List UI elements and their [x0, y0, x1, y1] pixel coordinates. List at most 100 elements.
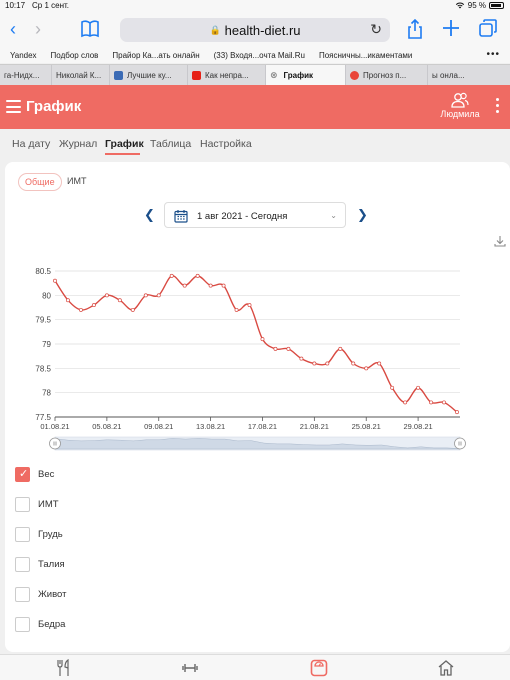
checkbox-box[interactable] — [15, 587, 30, 602]
x-tick-label: 09.08.21 — [144, 422, 173, 431]
data-point — [156, 293, 161, 298]
bookmark-item[interactable]: (33) Входя...очта Mail.Ru — [213, 50, 305, 60]
bookmark-item[interactable]: Прайор Ка...ать онлайн — [112, 50, 200, 60]
data-point — [416, 385, 421, 390]
y-tick-label: 78 — [42, 389, 51, 398]
checkbox-taliya[interactable]: Талия — [15, 557, 165, 573]
y-tick-label: 80.5 — [35, 267, 51, 276]
checkbox-ves[interactable]: Вес — [15, 467, 165, 483]
bookmark-item[interactable]: Подбор слов — [50, 50, 99, 60]
chart-card: Общие ИМТ ❮ 1 авг 2021 - Сегодня ⌄ ❯ 77.… — [5, 162, 510, 652]
checkbox-label: Живот — [38, 589, 67, 600]
tab-label: ы онла... — [432, 71, 465, 80]
checkbox-box[interactable] — [15, 557, 30, 572]
data-point — [91, 303, 96, 308]
tab-label: га-Нидх... — [4, 71, 40, 80]
y-tick-label: 78.5 — [35, 364, 51, 373]
home-icon[interactable] — [437, 659, 455, 677]
close-tab-icon[interactable]: ⊗ — [270, 70, 278, 80]
data-point — [390, 385, 395, 390]
data-point — [429, 400, 434, 405]
bookmarks-book-icon[interactable] — [80, 20, 100, 38]
tab-label: График — [283, 71, 314, 80]
status-date: Ср 1 сент. — [32, 1, 69, 10]
checkbox-label: Бедра — [38, 619, 66, 630]
zoom-slider-preview — [54, 438, 461, 450]
tab-nastroyka[interactable]: Настройка — [200, 138, 252, 150]
checkbox-label: Грудь — [38, 529, 63, 540]
browser-tab[interactable]: ы онла... — [428, 65, 490, 86]
share-icon[interactable] — [407, 19, 423, 39]
checkbox-imt[interactable]: ИМТ — [15, 497, 165, 513]
data-point — [117, 298, 122, 303]
tab-label: Прогноз п... — [363, 71, 407, 80]
address-bar[interactable]: 🔒 health-diet.ru ↻ — [120, 18, 390, 42]
checkbox-box[interactable] — [15, 467, 30, 482]
chevron-left-icon[interactable]: ❮ — [144, 207, 155, 222]
date-range-select[interactable]: 1 авг 2021 - Сегодня ⌄ — [164, 202, 346, 228]
data-point — [299, 356, 304, 361]
data-point — [338, 346, 343, 351]
browser-tab-active[interactable]: ⊗ График — [266, 65, 346, 86]
browser-tabs: га-Нидх... Николай К... Лучшие ку... Как… — [0, 64, 510, 86]
browser-tab[interactable]: Николай К... — [52, 65, 110, 86]
scales-weight-icon[interactable] — [310, 659, 328, 677]
tab-tablitsa[interactable]: Таблица — [150, 138, 192, 150]
more-options-icon[interactable] — [496, 98, 500, 116]
zoom-handle-right-grip-icon — [458, 441, 462, 446]
more-bookmarks-icon[interactable]: ••• — [486, 49, 500, 60]
zoom-handle-right[interactable] — [454, 437, 466, 450]
checkbox-zhivot[interactable]: Живот — [15, 587, 165, 603]
tab-na-datu[interactable]: На дату — [12, 138, 51, 150]
tabs-overview-icon[interactable] — [479, 19, 497, 37]
browser-tab[interactable]: га-Нидх... — [0, 65, 52, 86]
data-point — [273, 346, 278, 351]
bookmark-item[interactable]: Поясничны...икаментами — [318, 50, 413, 60]
back-icon[interactable]: ‹ — [10, 19, 16, 39]
checkbox-box[interactable] — [15, 617, 30, 632]
user-name: Людмила — [440, 109, 480, 119]
chevron-right-icon[interactable]: ❯ — [357, 207, 368, 222]
filter-chip-imt[interactable]: ИМТ — [67, 176, 87, 186]
tab-grafik[interactable]: График — [105, 138, 144, 150]
data-point — [66, 298, 70, 303]
zoom-handle-left[interactable] — [49, 437, 61, 450]
fitness-dumbbell-icon[interactable] — [181, 661, 199, 675]
checkbox-box[interactable] — [15, 527, 30, 542]
user-account-button[interactable]: Людмила — [440, 92, 480, 119]
data-point — [234, 307, 239, 312]
checkbox-label: Талия — [38, 559, 65, 570]
lock-icon: 🔒 — [209, 24, 221, 35]
reload-icon[interactable]: ↻ — [370, 21, 382, 37]
download-icon[interactable] — [494, 235, 506, 247]
menu-hamburger-icon[interactable] — [6, 100, 21, 113]
zoom-slider[interactable] — [49, 436, 466, 451]
checkbox-box[interactable] — [15, 497, 30, 512]
diet-utensils-icon[interactable] — [55, 659, 73, 677]
status-bar: 10:17 Ср 1 сент. 95 % — [0, 0, 510, 13]
new-tab-plus-icon[interactable] — [442, 19, 460, 37]
checkbox-grud[interactable]: Грудь — [15, 527, 165, 543]
youtube-favicon-icon — [192, 71, 201, 80]
browser-tab[interactable]: Как непра... — [188, 65, 266, 86]
data-point — [260, 337, 265, 342]
filter-chip-obshchie[interactable]: Общие — [18, 173, 62, 191]
data-point — [182, 283, 187, 288]
y-tick-label: 79.5 — [35, 316, 51, 325]
tab-label: Лучшие ку... — [127, 71, 172, 80]
y-tick-label: 77.5 — [35, 413, 51, 422]
forward-icon[interactable]: › — [35, 19, 41, 39]
status-time: 10:17 — [5, 1, 26, 10]
tab-zhurnal[interactable]: Журнал — [59, 138, 98, 150]
browser-tab[interactable]: Лучшие ку... — [110, 65, 188, 86]
bookmark-item[interactable]: Yandex — [10, 50, 37, 60]
browser-tab[interactable]: Прогноз п... — [346, 65, 428, 86]
checkbox-bedra[interactable]: Бедра — [15, 617, 165, 633]
data-points — [53, 273, 459, 415]
browser-toolbar: ‹ › 🔒 health-diet.ru ↻ — [0, 13, 510, 47]
status-right: 95 % — [455, 1, 504, 10]
data-point — [286, 346, 291, 351]
bottom-navigation — [0, 654, 510, 680]
active-tab-underline — [105, 153, 140, 155]
tab-label: Как непра... — [205, 71, 249, 80]
